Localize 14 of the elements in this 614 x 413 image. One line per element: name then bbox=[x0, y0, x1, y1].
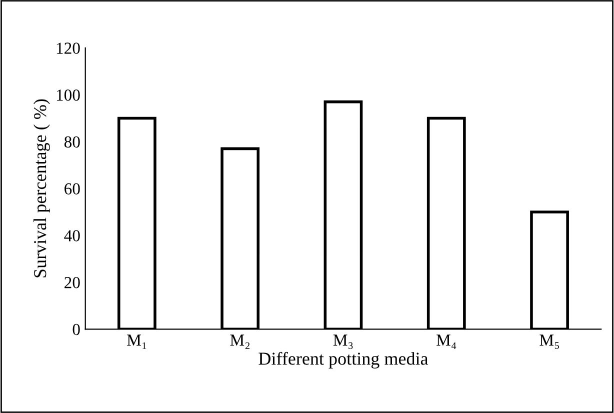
x-tick-label: M₁ bbox=[127, 334, 146, 349]
y-tick-label: 20 bbox=[64, 276, 80, 288]
y-tick-label: 120 bbox=[56, 42, 80, 54]
y-tick-label: 100 bbox=[56, 89, 80, 101]
x-tick-label: M₃ bbox=[333, 334, 353, 350]
x-tick-label: M₄ bbox=[436, 334, 456, 349]
y-tick-label: 60 bbox=[64, 183, 80, 194]
y-axis-title: Survival percentage ( %) bbox=[34, 99, 50, 278]
x-tick-label: M₂ bbox=[230, 334, 250, 349]
x-axis-title: Different potting media bbox=[258, 352, 428, 369]
y-tick-label: 40 bbox=[64, 230, 80, 242]
y-tick-label: 80 bbox=[64, 136, 80, 148]
x-tick-label: M₅ bbox=[540, 334, 559, 349]
y-tick-label: 0 bbox=[72, 324, 80, 336]
